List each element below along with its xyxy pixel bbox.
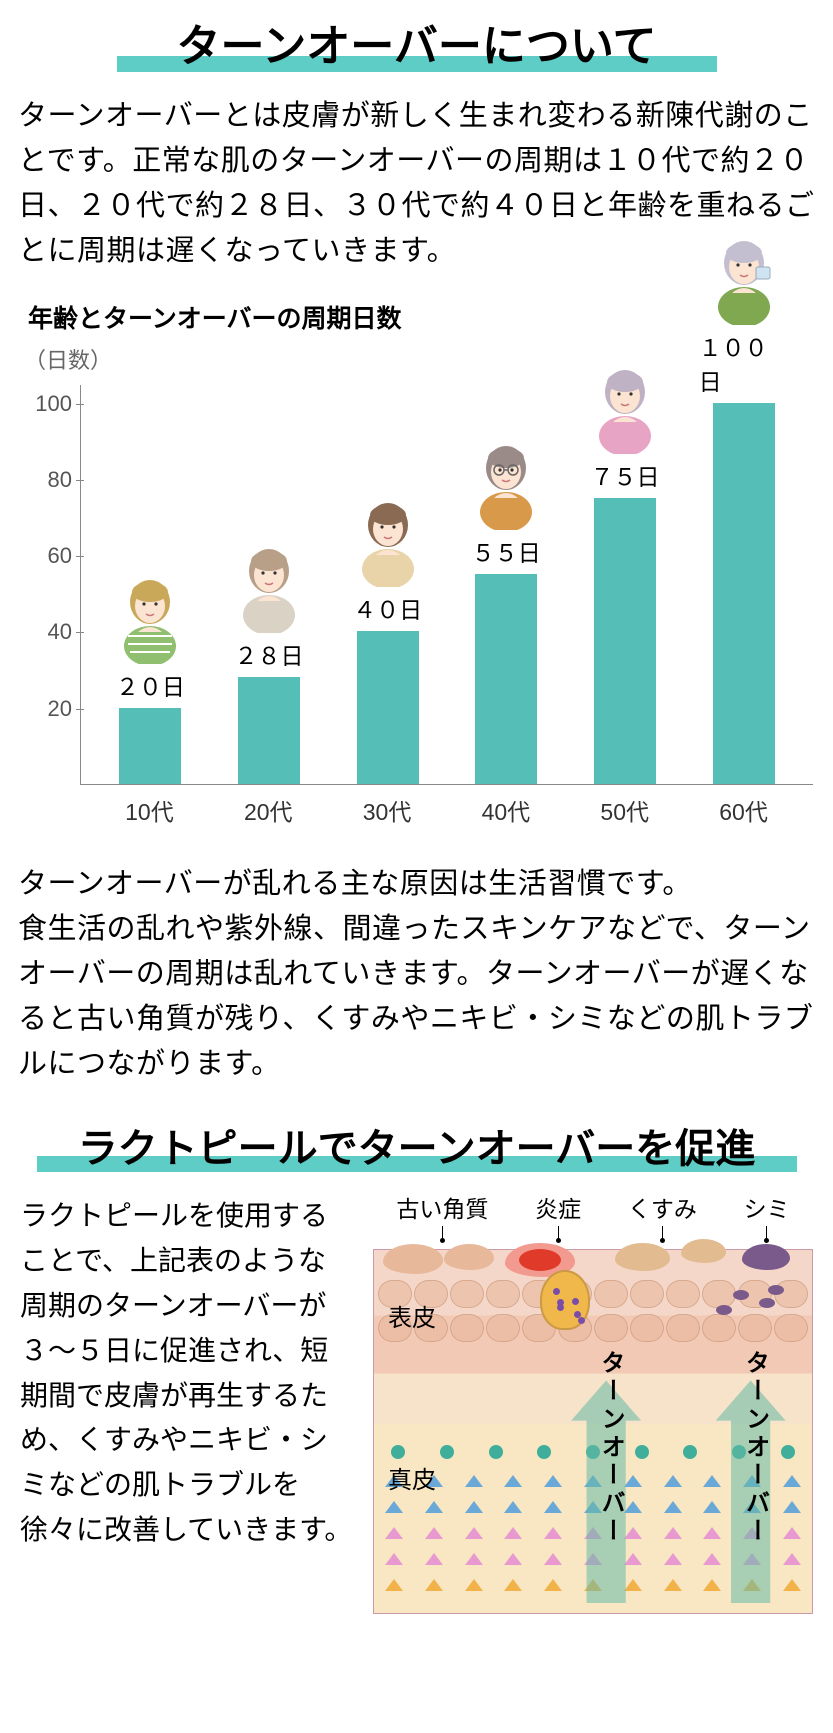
diagram-surface-label: シミ <box>744 1190 790 1240</box>
chart-y-tick: 60 <box>48 543 72 569</box>
chart-y-tick: 20 <box>48 696 72 722</box>
chart-bar-value-label: ４０日 <box>353 591 422 625</box>
diagram-cell-row <box>374 1314 812 1342</box>
chart-x-label: 20代 <box>223 793 313 827</box>
chart-y-unit: （日数） <box>20 343 813 375</box>
chart-title: 年齢とターンオーバーの周期日数 <box>20 299 813 335</box>
diagram-surface-label: 炎症 <box>535 1190 581 1240</box>
chart-bar-value-label: １００日 <box>699 329 789 397</box>
chart-bar-value-label: ２８日 <box>234 637 303 671</box>
person-icon <box>110 574 190 664</box>
person-icon <box>585 364 665 454</box>
chart-bar-value-label: ５５日 <box>472 534 541 568</box>
chart-bar <box>475 574 537 784</box>
chart-x-label: 60代 <box>699 793 789 827</box>
diagram-surface-labels: 古い角質炎症くすみシミ <box>373 1190 813 1250</box>
person-icon <box>229 543 309 633</box>
chart-bar-column: ５５日 <box>461 440 551 784</box>
chart-bar <box>238 677 300 784</box>
heading-text: ラクトピールでターンオーバーを促進 <box>78 1116 756 1174</box>
turnover-chart: 年齢とターンオーバーの周期日数 （日数） 20 40 60 80 100 ２０日 <box>10 299 823 837</box>
person-icon <box>466 440 546 530</box>
skin-diagram: 表皮真皮 ターンオーバー ターンオーバー <box>373 1249 813 1614</box>
chart-bar-column: ２８日 <box>224 543 314 784</box>
chart-bar <box>594 498 656 784</box>
heading-text: ターンオーバーについて <box>176 10 656 74</box>
person-icon <box>704 235 784 325</box>
chart-x-axis: 10代 20代 30代 40代 50代 60代 <box>80 785 813 827</box>
skin-diagram-container: 古い角質炎症くすみシミ 表皮真皮ターンオーバーターンオーバー <box>373 1194 813 1614</box>
chart-bar <box>713 403 775 784</box>
diagram-turnover-label: ターンオーバー <box>738 1350 773 1546</box>
person-icon <box>348 497 428 587</box>
chart-y-tick: 100 <box>35 391 72 417</box>
chart-y-tick: 80 <box>48 467 72 493</box>
chart-bar-column: ４０日 <box>343 497 433 783</box>
diagram-surface-label: 古い角質 <box>396 1190 488 1240</box>
chart-bar <box>119 708 181 784</box>
chart-x-label: 50代 <box>580 793 670 827</box>
diagram-surface-label: くすみ <box>628 1190 697 1240</box>
diagram-layer-label-epidermis: 表皮 <box>386 1298 438 1333</box>
chart-bar-value-label: ７５日 <box>590 458 659 492</box>
chart-x-label: 40代 <box>461 793 551 827</box>
chart-y-axis: 20 40 60 80 100 <box>20 385 80 785</box>
chart-x-label: 10代 <box>104 793 194 827</box>
diagram-turnover-label: ターンオーバー <box>593 1350 628 1546</box>
chart-x-label: 30代 <box>342 793 432 827</box>
chart-bar <box>357 631 419 783</box>
section-heading-1: ターンオーバーについて <box>10 10 823 74</box>
diagram-inflammation-core <box>540 1270 590 1330</box>
chart-y-tick: 40 <box>48 619 72 645</box>
section-heading-2: ラクトピールでターンオーバーを促進 <box>10 1116 823 1174</box>
bottom-paragraph: ラクトピールを使用することで、上記表のような周期のターンオーバーが３〜５日に促進… <box>20 1194 353 1614</box>
chart-bar-column: ７５日 <box>580 364 670 784</box>
chart-bar-value-label: ２０日 <box>116 668 185 702</box>
chart-plot: ２０日 ２８日 ４０日 <box>80 385 813 785</box>
chart-bar-column: ２０日 <box>105 574 195 784</box>
diagram-layer-label-dermis: 真皮 <box>386 1460 438 1495</box>
middle-paragraph: ターンオーバーが乱れる主な原因は生活習慣です。 食生活の乱れや紫外線、間違ったス… <box>10 862 823 1087</box>
chart-bar-column: １００日 <box>699 235 789 784</box>
